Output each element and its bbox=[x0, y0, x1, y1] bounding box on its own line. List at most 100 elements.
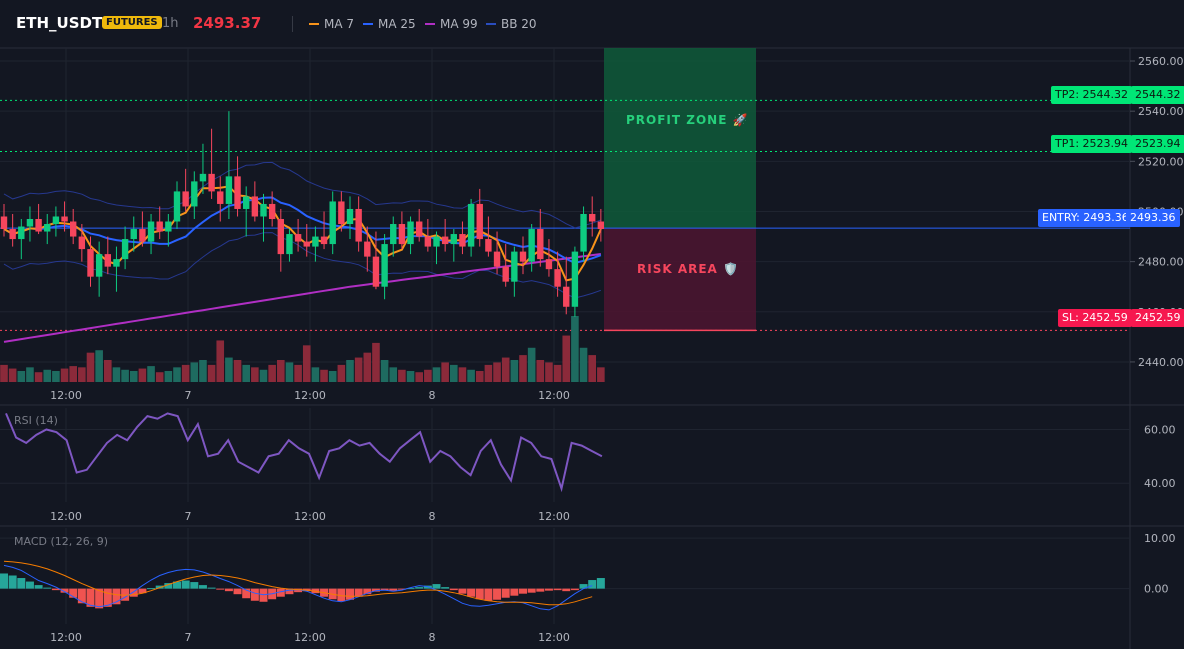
time-tick-label: 12:00 bbox=[538, 389, 570, 402]
candle-body bbox=[35, 219, 42, 232]
volume-bar bbox=[52, 371, 60, 382]
time-tick-label: 12:00 bbox=[50, 510, 82, 523]
entry-price-tag: 2493.36 bbox=[1126, 209, 1180, 227]
candle-body bbox=[173, 191, 181, 222]
macd-tick-label: 0.00 bbox=[1144, 583, 1169, 596]
candle-body bbox=[372, 256, 380, 287]
macd-histogram-bar bbox=[579, 584, 588, 589]
legend-bb20[interactable]: BB 20 bbox=[486, 17, 537, 31]
macd-histogram-bar bbox=[147, 588, 156, 590]
risk-area-box bbox=[604, 228, 756, 331]
volume-bar bbox=[510, 360, 519, 382]
volume-bar bbox=[527, 347, 536, 382]
macd-histogram-bar bbox=[553, 588, 562, 591]
macd-histogram-bar bbox=[294, 588, 303, 593]
candle-body bbox=[424, 236, 432, 247]
macd-histogram-bar bbox=[475, 588, 484, 600]
candle-body bbox=[467, 203, 475, 247]
volume-bar bbox=[493, 362, 501, 382]
legend-ma99[interactable]: MA 99 bbox=[425, 17, 478, 31]
candle-body bbox=[407, 221, 414, 245]
volume-bar bbox=[484, 364, 493, 382]
volume-bar bbox=[34, 372, 43, 382]
bb20-swatch-icon bbox=[486, 23, 496, 25]
volume-bar bbox=[225, 357, 233, 382]
candle-body bbox=[243, 196, 250, 209]
volume-bar bbox=[164, 371, 173, 382]
volume-bar bbox=[0, 364, 8, 382]
macd-histogram-bar bbox=[216, 588, 225, 590]
volume-bar bbox=[199, 360, 207, 382]
candle-body bbox=[459, 234, 466, 247]
legend-ma25[interactable]: MA 25 bbox=[363, 17, 416, 31]
macd-histogram-bar bbox=[501, 588, 510, 598]
macd-histogram-bar bbox=[181, 580, 190, 589]
timeframe-label[interactable]: 1h bbox=[162, 16, 179, 31]
macd-histogram-bar bbox=[544, 588, 553, 591]
candle-body bbox=[156, 221, 163, 232]
profit-zone-label: PROFIT ZONE 🚀 bbox=[626, 113, 749, 127]
candle-body bbox=[320, 236, 328, 245]
volume-bar bbox=[311, 367, 320, 382]
ma99-swatch-icon bbox=[425, 23, 435, 25]
volume-bar bbox=[415, 372, 423, 382]
volume-bar bbox=[406, 371, 415, 382]
macd-histogram-bar bbox=[224, 588, 233, 592]
volume-bar bbox=[346, 360, 354, 382]
macd-histogram-bar bbox=[380, 588, 389, 591]
volume-bar bbox=[501, 357, 510, 382]
candle-body bbox=[268, 203, 276, 219]
volume-bar bbox=[519, 355, 527, 382]
volume-bar bbox=[372, 342, 380, 382]
candle-body bbox=[364, 241, 371, 257]
volume-bar bbox=[147, 366, 155, 382]
macd-histogram-bar bbox=[415, 587, 424, 589]
symbol-name[interactable]: ETH_USDT bbox=[16, 14, 103, 32]
candle-body bbox=[251, 196, 259, 217]
candle-body bbox=[390, 224, 397, 245]
candle-body bbox=[9, 229, 16, 240]
candle-body bbox=[0, 216, 8, 230]
macd-histogram-bar bbox=[51, 588, 60, 591]
macd-histogram-bar bbox=[138, 588, 147, 594]
candle-body bbox=[139, 229, 146, 242]
macd-histogram-bar bbox=[198, 585, 207, 589]
macd-histogram-bar bbox=[467, 588, 476, 597]
legend-ma7[interactable]: MA 7 bbox=[309, 17, 354, 31]
macd-histogram-bar bbox=[164, 583, 173, 589]
volume-bar bbox=[69, 366, 77, 382]
candle-body bbox=[554, 269, 561, 287]
volume-bar bbox=[398, 369, 406, 382]
price-tick-label: 2480.00 bbox=[1138, 256, 1184, 269]
candle-body bbox=[597, 221, 605, 230]
volume-bar bbox=[389, 367, 398, 382]
candle-body bbox=[329, 201, 336, 245]
header-divider bbox=[292, 16, 293, 32]
macd-histogram-bar bbox=[207, 587, 216, 589]
macd-histogram-bar bbox=[562, 588, 571, 592]
macd-histogram-bar bbox=[371, 588, 380, 592]
macd-histogram-bar bbox=[250, 588, 259, 601]
bb-upper-line bbox=[3, 161, 602, 229]
macd-histogram-bar bbox=[588, 580, 597, 589]
volume-bar bbox=[302, 345, 311, 382]
candle-body bbox=[70, 221, 77, 237]
candle-body bbox=[519, 251, 527, 262]
macd-histogram-bar bbox=[354, 588, 363, 597]
macd-histogram-bar bbox=[276, 588, 285, 597]
profit-zone-box bbox=[604, 48, 756, 229]
volume-bar bbox=[475, 371, 484, 382]
time-tick-label: 12:00 bbox=[538, 510, 570, 523]
candle-body bbox=[571, 251, 579, 307]
macd-histogram-bar bbox=[69, 588, 78, 598]
macd-histogram-bar bbox=[17, 578, 26, 589]
volume-bar bbox=[17, 371, 26, 382]
macd-histogram-bar bbox=[519, 588, 527, 594]
macd-histogram-bar bbox=[493, 588, 502, 600]
candle-body bbox=[450, 234, 457, 245]
volume-bar bbox=[268, 364, 276, 382]
sl-price-tag: 2452.59 bbox=[1131, 309, 1184, 327]
tp2-tag: TP2: 2544.32 bbox=[1051, 86, 1133, 104]
volume-bar bbox=[26, 367, 34, 382]
